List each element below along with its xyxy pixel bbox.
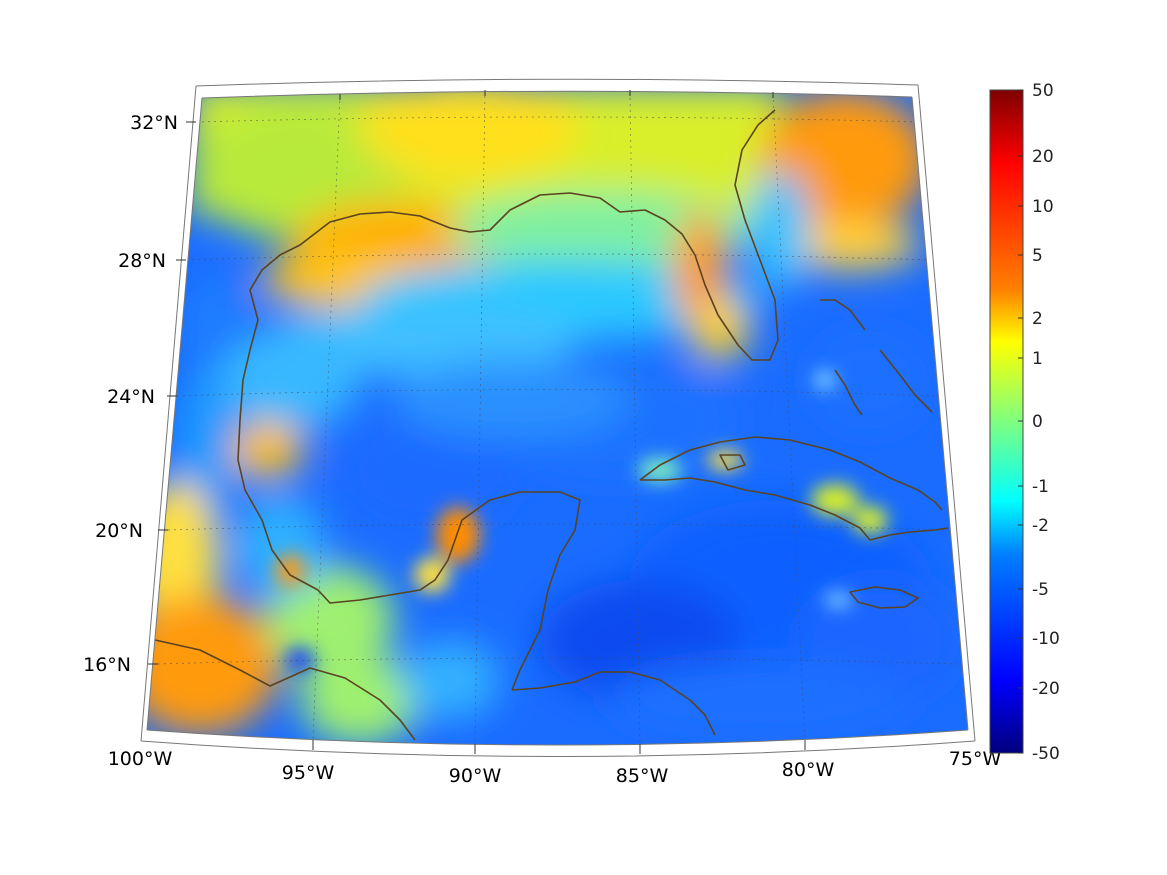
lat-label-28: 28°N <box>118 250 166 272</box>
colorbar-label-1: 1 <box>1032 349 1043 369</box>
lon-label-100w: 100°W <box>108 748 173 770</box>
colorbar-label-neg20: -20 <box>1032 679 1060 699</box>
frame-ticks <box>148 90 806 754</box>
lat-labels: 32°N 28°N 24°N 20°N 16°N <box>83 112 178 676</box>
colorbar-gradient <box>989 89 1024 754</box>
lat-label-20: 20°N <box>95 520 143 542</box>
lon-label-95w: 95°W <box>282 762 335 784</box>
graticule <box>157 91 959 746</box>
colorbar-label-20: 20 <box>1032 147 1054 167</box>
colorbar-label-neg10: -10 <box>1032 629 1060 649</box>
lon-label-75w: 75°W <box>949 748 1002 770</box>
lon-label-85w: 85°W <box>616 765 669 787</box>
lon-label-90w: 90°W <box>449 765 502 787</box>
coastline <box>154 109 949 741</box>
colorbar-label-2: 2 <box>1032 309 1043 329</box>
lon-label-80w: 80°W <box>782 759 835 781</box>
colorbar-label-50: 50 <box>1032 81 1054 101</box>
map-frame <box>140 78 976 757</box>
lat-label-24: 24°N <box>107 386 155 408</box>
colorbar-label-neg5: -5 <box>1032 580 1049 600</box>
colorbar-label-0: 0 <box>1032 412 1043 432</box>
lat-label-32: 32°N <box>130 112 178 134</box>
colorbar-label-5: 5 <box>1032 246 1043 266</box>
colorbar-label-10: 10 <box>1032 197 1054 217</box>
lat-label-16: 16°N <box>83 654 131 676</box>
colorbar-label-neg2: -2 <box>1032 516 1049 536</box>
colorbar-label-neg1: -1 <box>1032 477 1049 497</box>
colorbar-ticks <box>1018 89 1023 754</box>
heatmap-field <box>147 91 968 746</box>
lon-labels: 100°W 95°W 90°W 85°W 80°W 75°W <box>108 748 1002 787</box>
colorbar: 50 20 10 5 2 1 0 -1 -2 -5 -10 -20 -50 <box>989 81 1060 764</box>
colorbar-label-neg50: -50 <box>1032 744 1060 764</box>
